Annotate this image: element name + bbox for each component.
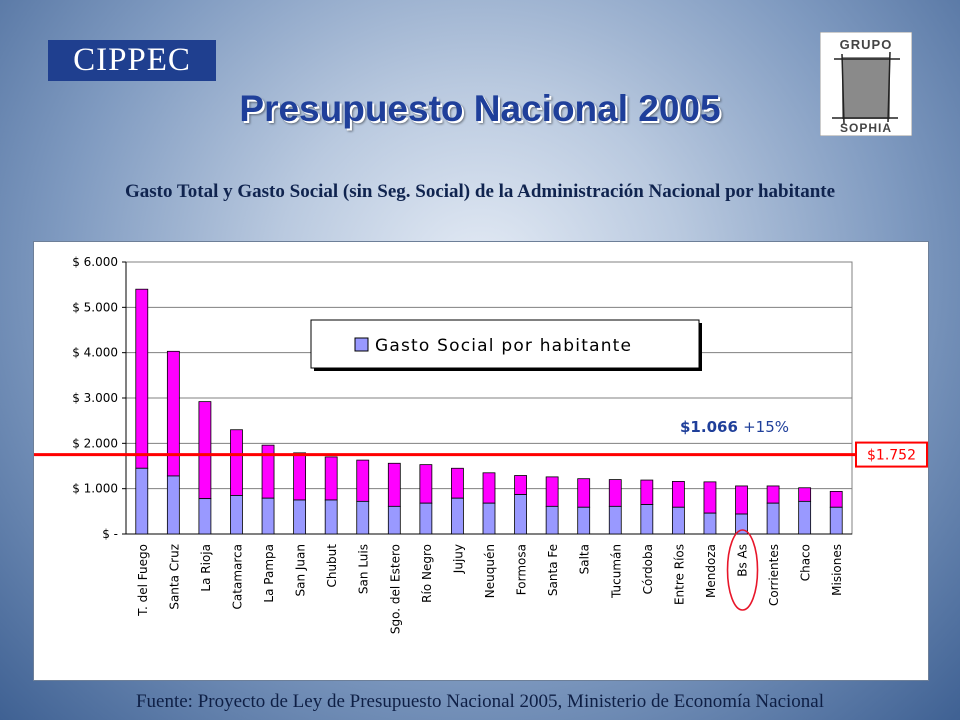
x-tick-label: Bs As bbox=[736, 544, 750, 577]
bar-social-18 bbox=[703, 512, 717, 535]
sophia-logo-top-text: GRUPO bbox=[840, 37, 893, 52]
bar-social-13 bbox=[545, 505, 559, 535]
x-tick-label: Mendoza bbox=[704, 544, 718, 598]
x-tick-label: Misiones bbox=[830, 544, 844, 596]
chart-subtitle: Gasto Total y Gasto Social (sin Seg. Soc… bbox=[124, 181, 836, 202]
bar-total-10 bbox=[451, 467, 464, 499]
legend-swatch bbox=[354, 337, 369, 352]
x-tick-label: La Rioja bbox=[199, 544, 213, 592]
x-tick-label: Entre Ríos bbox=[672, 544, 686, 605]
x-tick-label: Formosa bbox=[515, 544, 529, 595]
bar-total-16 bbox=[640, 479, 654, 505]
page-title: Presupuesto Nacional 2005 bbox=[239, 88, 721, 129]
x-tick-label: San Juan bbox=[294, 544, 308, 597]
bar-total-21 bbox=[798, 487, 812, 502]
x-tick-label: Sgo. del Estero bbox=[388, 544, 402, 634]
bar-social-8 bbox=[387, 505, 401, 535]
bar-total-12 bbox=[514, 475, 527, 495]
legend-label: Gasto Social por habitante bbox=[375, 336, 632, 356]
chart-panel: $ 6.000 $ 5.000 $ 4.000 $ 3.000 $ 2.000 $ 1.0… bbox=[33, 241, 929, 681]
bar-social-11 bbox=[482, 502, 496, 535]
x-tick-label: Santa Fe bbox=[546, 544, 560, 596]
bar-total-18 bbox=[703, 481, 717, 514]
annotation-text: $1.066 +15% bbox=[680, 418, 789, 436]
x-tick-label: Chaco bbox=[799, 544, 813, 581]
x-tick-label: T. del Fuego bbox=[136, 544, 150, 617]
annotation-percent: +15% bbox=[743, 418, 789, 436]
bar-social-3 bbox=[230, 495, 243, 535]
bar-social-15 bbox=[608, 505, 622, 535]
bar-total-5 bbox=[293, 452, 307, 501]
bar-total-14 bbox=[577, 478, 591, 508]
bar-social-7 bbox=[356, 500, 370, 535]
x-tick-label: Chubut bbox=[325, 544, 339, 588]
reference-line-label: $1.752 bbox=[867, 448, 916, 464]
bar-social-9 bbox=[419, 502, 433, 535]
y-tick-label: $ 4.000 bbox=[72, 346, 118, 360]
stacked-bar-chart: $ 6.000 $ 5.000 $ 4.000 $ 3.000 $ 2.000 $ 1.0… bbox=[34, 255, 928, 634]
bar-social-14 bbox=[577, 506, 591, 535]
x-tick-label: Corrientes bbox=[767, 544, 781, 606]
bar-social-0 bbox=[135, 467, 149, 535]
reference-label-box bbox=[855, 441, 928, 468]
x-tick-label: San Luis bbox=[357, 544, 371, 594]
bar-total-22 bbox=[829, 490, 843, 508]
x-tick-label: Jujuy bbox=[451, 544, 465, 574]
bar-social-10 bbox=[451, 497, 464, 535]
grupo-sophia-logo: GRUPO SOPHIA bbox=[820, 32, 912, 136]
bar-total-1 bbox=[166, 350, 180, 477]
y-tick-label: $ 6.000 bbox=[72, 255, 118, 269]
y-tick-label: $ 2.000 bbox=[72, 436, 118, 450]
bar-total-3 bbox=[230, 429, 243, 496]
highlight-circle bbox=[726, 529, 759, 611]
x-tick-label: Neuquén bbox=[483, 544, 497, 598]
x-tick-label: Salta bbox=[578, 544, 592, 574]
annotation-value: $1.066 bbox=[680, 418, 743, 436]
x-tick-label: Río Negro bbox=[420, 544, 434, 603]
bar-social-4 bbox=[261, 497, 275, 535]
source-note: Fuente: Proyecto de Ley de Presupuesto N… bbox=[135, 691, 825, 712]
bar-total-15 bbox=[608, 479, 622, 507]
bar-social-21 bbox=[798, 500, 812, 535]
bar-social-5 bbox=[293, 499, 307, 535]
bar-social-22 bbox=[829, 506, 843, 535]
x-tick-label: Córdoba bbox=[641, 544, 655, 594]
bar-social-16 bbox=[640, 504, 654, 535]
bar-total-11 bbox=[482, 472, 496, 504]
bar-total-20 bbox=[766, 485, 780, 504]
y-tick-label: $ - bbox=[102, 527, 118, 541]
bar-total-8 bbox=[387, 462, 401, 507]
x-tick-label: Santa Cruz bbox=[167, 544, 181, 610]
x-tick-label: La Pampa bbox=[262, 544, 276, 603]
bar-social-2 bbox=[198, 498, 212, 535]
bar-total-2 bbox=[198, 401, 212, 500]
bar-total-7 bbox=[356, 459, 370, 502]
bar-total-13 bbox=[545, 476, 559, 507]
y-tick-label: $ 5.000 bbox=[72, 300, 118, 314]
x-tick-label: Catamarca bbox=[230, 544, 244, 609]
bar-total-0 bbox=[135, 288, 149, 469]
bar-social-6 bbox=[324, 499, 338, 535]
bar-total-6 bbox=[324, 456, 338, 501]
bar-total-17 bbox=[671, 481, 685, 508]
x-tick-label: Tucumán bbox=[609, 544, 623, 599]
bar-social-20 bbox=[766, 502, 780, 535]
y-tick-label: $ 3.000 bbox=[72, 391, 118, 405]
y-tick-label: $ 1.000 bbox=[72, 482, 118, 496]
bar-social-17 bbox=[671, 506, 685, 535]
bar-social-19 bbox=[735, 513, 748, 535]
legend-box bbox=[310, 319, 700, 369]
bar-total-19 bbox=[735, 485, 748, 515]
sophia-logo-bottom-text: SOPHIA bbox=[840, 121, 892, 135]
bar-total-9 bbox=[419, 464, 433, 504]
cippec-logo: CIPPEC bbox=[48, 40, 216, 81]
bar-social-1 bbox=[166, 475, 180, 535]
bar-social-12 bbox=[514, 494, 527, 535]
